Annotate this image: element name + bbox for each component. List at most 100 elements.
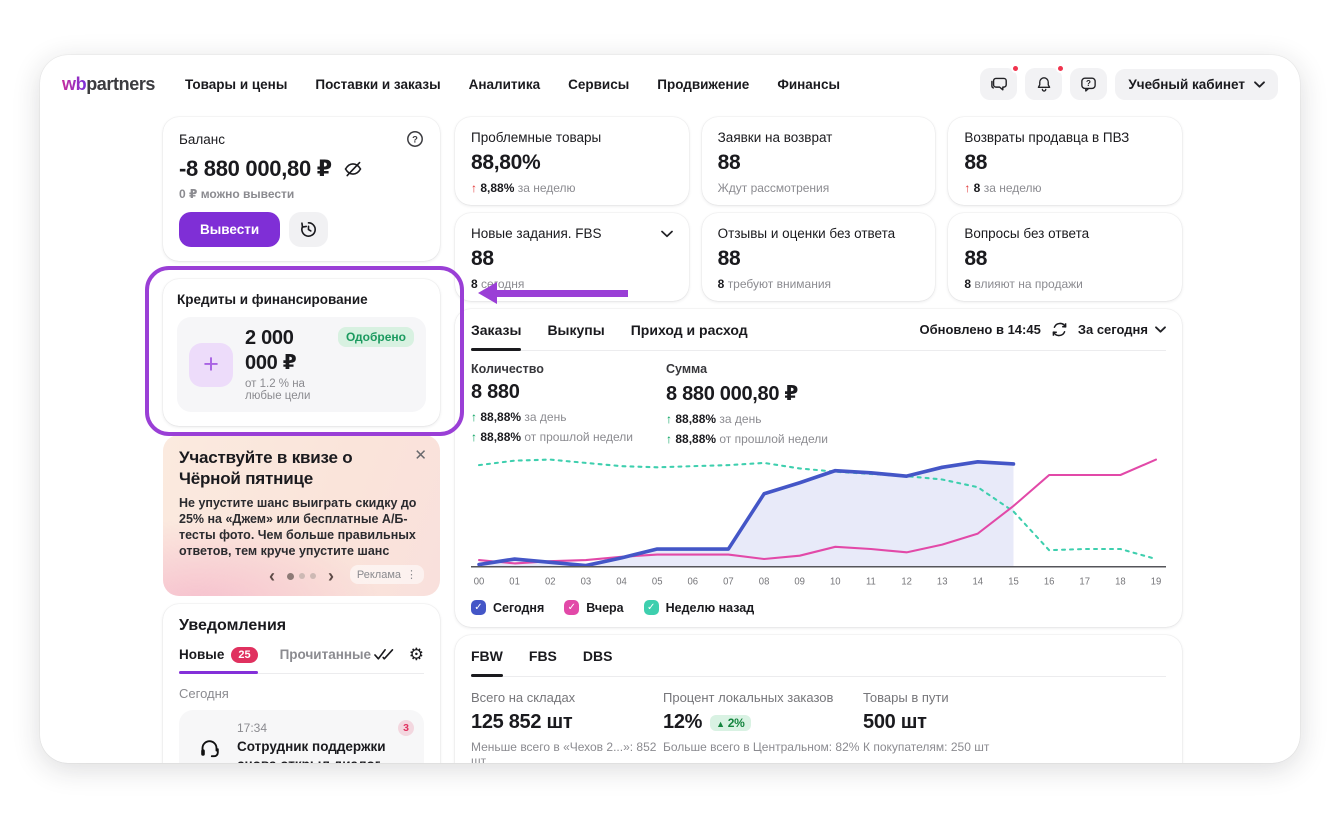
nav-item-analytics[interactable]: Аналитика: [468, 76, 541, 92]
chats-unread-dot: [1011, 64, 1021, 73]
chats-button[interactable]: [980, 64, 1021, 100]
gear-icon[interactable]: ⚙: [408, 645, 424, 665]
tab-income-expense[interactable]: Приход и расход: [630, 321, 748, 338]
triangle-up-icon: ▲: [716, 718, 725, 729]
carousel-dots[interactable]: [287, 572, 316, 580]
svg-text:18: 18: [1115, 576, 1126, 587]
nav-item-goods[interactable]: Товары и цены: [185, 76, 288, 92]
growth-badge: ▲ 2%: [710, 714, 751, 731]
fb-stat-value: 125 852 шт: [471, 711, 573, 733]
tab-buyouts[interactable]: Выкупы: [547, 321, 605, 338]
fb-stat-note: Больше всего в Центральном: 82%: [663, 740, 860, 754]
arrow-up-icon: ↑: [471, 181, 477, 195]
legend-item-checkbox[interactable]: ✓ Сегодня: [471, 600, 544, 615]
svg-text:07: 07: [723, 576, 734, 587]
legend-item-checkbox[interactable]: ✓ Вчера: [564, 600, 624, 615]
stat-note-value: 8: [964, 277, 972, 291]
period-label: За сегодня: [1077, 322, 1148, 337]
stat-title: Новые задания. FBS: [471, 226, 602, 241]
stat-card-reviews-unanswered[interactable]: Отзывы и оценки без ответа 88 8 требуют …: [701, 213, 936, 301]
sum-delta-week: 88,88%: [675, 432, 717, 446]
withdraw-button[interactable]: Вывести: [179, 212, 281, 247]
svg-text:04: 04: [616, 576, 627, 587]
carousel-next-icon[interactable]: ›: [328, 566, 334, 587]
fulfillment-card: FBW FBS DBS Всего на складах 125 852 шт …: [455, 635, 1182, 763]
tab-fbs[interactable]: FBS: [528, 647, 557, 664]
ad-menu-icon: ⋮: [406, 569, 417, 582]
svg-text:17: 17: [1079, 576, 1090, 587]
mark-all-read-icon[interactable]: [373, 648, 394, 661]
stat-delta: 8,88%: [480, 181, 515, 195]
ad-badge[interactable]: Реклама ⋮: [349, 565, 424, 585]
header-actions: ? Учебный кабинет: [980, 64, 1278, 100]
stat-card-problem-goods[interactable]: Проблемные товары 88,80% ↑ 8,88% за неде…: [455, 117, 689, 205]
legend-label: Неделю назад: [665, 600, 755, 615]
quantity-label: Количество: [471, 362, 544, 376]
carousel-prev-icon[interactable]: ‹: [269, 566, 275, 587]
notifications-button[interactable]: [1025, 64, 1066, 100]
svg-text:00: 00: [474, 576, 485, 587]
stat-note: сегодня: [481, 277, 525, 291]
notification-item[interactable]: 17:34 Сотрудник поддержки снова открыл д…: [179, 710, 424, 763]
stat-card-questions-unanswered[interactable]: Вопросы без ответа 88 8 влияют на продаж…: [948, 213, 1182, 301]
updated-at: Обновлено в 14:45: [919, 322, 1041, 337]
app-window: wbpartners Товары и цены Поставки и зака…: [40, 55, 1300, 763]
stat-card-seller-returns[interactable]: Возвраты продавца в ПВЗ 88 ↑ 8 за неделю: [948, 117, 1182, 205]
chart-legend: ✓ Сегодня ✓ Вчера ✓ Неделю назад: [471, 598, 1166, 627]
notifications-title: Уведомления: [179, 617, 287, 635]
hide-balance-icon[interactable]: [343, 159, 363, 179]
svg-text:05: 05: [652, 576, 663, 587]
stat-card-new-tasks-fbs[interactable]: Новые задания. FBS 88 8 сегодня: [455, 213, 689, 301]
stats-row-1: Проблемные товары 88,80% ↑ 8,88% за неде…: [455, 117, 1182, 205]
tab-orders[interactable]: Заказы: [471, 309, 522, 351]
arrow-up-icon: ↑: [471, 430, 477, 444]
credit-offer[interactable]: + 2 000 000 ₽ от 1.2 % на любые цели Одо…: [177, 317, 426, 412]
credit-terms: от 1.2 % на любые цели: [245, 378, 311, 402]
tab-new-label: Новые: [179, 647, 225, 663]
nav-item-finance[interactable]: Финансы: [777, 76, 840, 92]
sum-day-suffix: за день: [719, 412, 762, 426]
sum-label: Сумма: [666, 362, 708, 376]
chevron-down-icon: [1254, 80, 1265, 88]
tab-read-notifications[interactable]: Прочитанные: [279, 647, 372, 663]
nav-item-services[interactable]: Сервисы: [568, 76, 630, 92]
nav-item-promotion[interactable]: Продвижение: [657, 76, 750, 92]
refresh-icon[interactable]: [1051, 321, 1068, 338]
history-button[interactable]: [289, 212, 329, 247]
logo-partners: partners: [86, 73, 156, 94]
period-selector[interactable]: За сегодня: [1078, 322, 1166, 337]
arrow-up-icon: ↑: [666, 432, 672, 446]
arrow-up-icon: ↑: [471, 410, 477, 424]
stats-row-2: Новые задания. FBS 88 8 сегодня Отзывы и…: [455, 213, 1182, 301]
legend-item-checkbox[interactable]: ✓ Неделю назад: [643, 600, 755, 615]
stat-value: 88,80%: [471, 151, 541, 174]
svg-text:12: 12: [901, 576, 912, 587]
nav-item-supplies[interactable]: Поставки и заказы: [315, 76, 441, 92]
tab-dbs[interactable]: DBS: [582, 647, 613, 664]
chevron-down-icon: [1155, 326, 1166, 333]
close-icon[interactable]: ✕: [414, 447, 427, 464]
banner-title: Участвуйте в квизе о Чёрной пятнице: [179, 448, 353, 488]
balance-help-icon[interactable]: ?: [406, 130, 424, 148]
chevron-down-icon[interactable]: [660, 230, 673, 238]
quantity-delta-week: 88,88%: [480, 430, 522, 444]
account-menu[interactable]: Учебный кабинет: [1115, 68, 1278, 100]
svg-text:01: 01: [509, 576, 520, 587]
stat-card-return-requests[interactable]: Заявки на возврат 88 Ждут рассмотрения: [701, 117, 936, 205]
help-button[interactable]: ?: [1070, 68, 1108, 100]
fb-stat-value: 12%: [663, 711, 703, 733]
fb-stat-title: Процент локальных заказов: [663, 690, 834, 705]
svg-text:06: 06: [688, 576, 699, 587]
notification-count-badge: 3: [398, 720, 414, 737]
history-clock-icon: [299, 220, 318, 239]
orders-card: Заказы Выкупы Приход и расход Обновлено …: [455, 309, 1182, 627]
tab-new-notifications[interactable]: Новые 25: [179, 646, 258, 674]
top-navbar: wbpartners Товары и цены Поставки и зака…: [40, 55, 1300, 103]
wbpartners-logo[interactable]: wbpartners: [62, 74, 155, 95]
notification-time: 17:34: [237, 721, 268, 736]
svg-text:13: 13: [937, 576, 948, 587]
tab-fbw[interactable]: FBW: [471, 635, 503, 677]
fb-stat-note: Меньше всего в «Чехов 2...»: 852 шт: [471, 740, 657, 763]
stat-suffix: за неделю: [983, 181, 1042, 195]
checkbox-checked-icon: ✓: [643, 600, 659, 615]
